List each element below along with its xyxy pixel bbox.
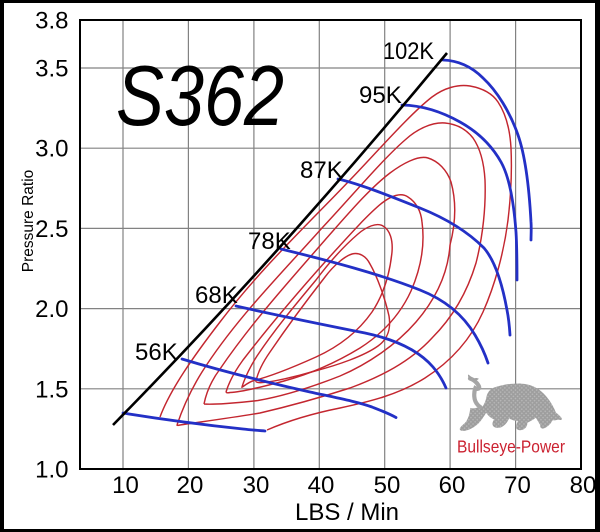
svg-text:3.5: 3.5 bbox=[35, 56, 68, 83]
svg-text:60: 60 bbox=[439, 472, 466, 499]
svg-text:3.0: 3.0 bbox=[35, 136, 68, 163]
svg-text:S362: S362 bbox=[116, 49, 284, 144]
svg-text:2.5: 2.5 bbox=[35, 216, 68, 243]
svg-text:40: 40 bbox=[308, 472, 335, 499]
svg-text:3.8: 3.8 bbox=[35, 8, 68, 35]
svg-text:70: 70 bbox=[504, 472, 531, 499]
svg-text:30: 30 bbox=[243, 472, 270, 499]
svg-text:78K: 78K bbox=[248, 228, 291, 255]
svg-text:2.0: 2.0 bbox=[35, 296, 68, 323]
svg-text:1.0: 1.0 bbox=[35, 457, 68, 484]
svg-text:68K: 68K bbox=[195, 282, 238, 309]
svg-text:80: 80 bbox=[570, 472, 597, 499]
svg-text:87K: 87K bbox=[300, 157, 343, 184]
svg-text:102K: 102K bbox=[383, 38, 434, 65]
svg-text:Pressure Ratio: Pressure Ratio bbox=[20, 170, 37, 273]
svg-text:LBS / Min: LBS / Min bbox=[295, 499, 399, 526]
svg-text:56K: 56K bbox=[135, 339, 178, 366]
svg-text:Bullseye-Power: Bullseye-Power bbox=[457, 437, 565, 457]
svg-text:20: 20 bbox=[177, 472, 204, 499]
svg-text:1.5: 1.5 bbox=[35, 376, 68, 403]
svg-text:50: 50 bbox=[374, 472, 401, 499]
svg-text:95K: 95K bbox=[359, 82, 402, 109]
svg-text:10: 10 bbox=[112, 472, 139, 499]
